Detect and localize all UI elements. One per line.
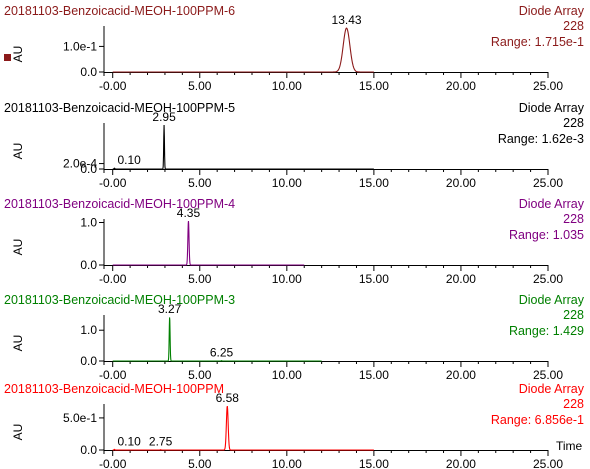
detector-label: Diode Array [519,382,585,396]
x-tick-label: 20.00 [446,176,476,190]
range-label: Range: 1.035 [509,228,584,242]
wavelength-label: 228 [563,116,584,130]
y-tick-label: 0.0 [80,258,97,272]
y-axis-label: AU [11,239,25,256]
x-tick-label: 5.00 [188,368,212,382]
x-tick-label: 10.00 [272,79,302,93]
x-tick-label: 25.00 [533,368,563,382]
range-label: Range: 1.715e-1 [491,35,584,49]
x-tick-label: 5.00 [188,272,212,286]
chromatogram-trace [112,220,305,266]
chromatogram-trace [112,405,374,451]
peak-label: 4.35 [177,206,201,220]
x-tick-label: 10.00 [272,368,302,382]
trace-title: 20181103-Benzoicacid-MEOH-100PPM-3 [4,293,235,307]
y-tick-label: 1.0 [80,323,97,337]
x-tick-label: 5.00 [188,457,212,469]
x-tick-label: 20.00 [446,79,476,93]
y-tick-label: 1.0 [80,215,97,229]
chromatogram-trace [112,317,322,362]
peak-label: 6.58 [216,391,240,405]
y-tick-label: 2.0e-4 [63,157,97,171]
peak-label: 0.10 [117,153,141,167]
x-tick-label: 15.00 [359,457,389,469]
x-tick-label: 15.00 [359,272,389,286]
x-tick-label: 10.00 [272,457,302,469]
wavelength-label: 228 [563,397,584,411]
trace-title: 20181103-Benzoicacid-MEOH-100PPM-6 [4,4,235,18]
y-axis-label: AU [11,46,25,63]
detector-label: Diode Array [519,293,585,307]
peak-label: 0.10 [117,434,141,448]
x-axis-label: Time [556,439,583,453]
x-tick-label: -0.00 [99,457,127,469]
x-tick-label: -0.00 [99,272,127,286]
trace-title: 20181103-Benzoicacid-MEOH-100PPM [4,382,224,396]
y-tick-label: 5.0e-1 [63,411,97,425]
y-tick-label: 0.0 [80,443,97,457]
x-tick-label: 5.00 [188,176,212,190]
trace-title: 20181103-Benzoicacid-MEOH-100PPM-5 [4,101,235,115]
x-tick-label: -0.00 [99,176,127,190]
x-tick-label: 20.00 [446,457,476,469]
y-axis-label: AU [11,424,25,441]
detector-label: Diode Array [519,197,585,211]
range-label: Range: 1.429 [509,324,584,338]
peak-label: 13.43 [332,13,362,27]
y-axis-label: AU [11,143,25,160]
y-tick-label: 1.0e-1 [63,39,97,53]
y-axis-label: AU [11,335,25,352]
detector-label: Diode Array [519,101,585,115]
x-tick-label: -0.00 [99,79,127,93]
peak-label: 3.27 [158,302,182,316]
detector-label: Diode Array [519,4,585,18]
chromatogram-trace [112,27,374,73]
x-tick-label: 10.00 [272,272,302,286]
wavelength-label: 228 [563,19,584,33]
peak-label: 2.75 [149,435,173,449]
x-tick-label: 15.00 [359,176,389,190]
x-tick-label: 20.00 [446,368,476,382]
wavelength-label: 228 [563,308,584,322]
chromatogram-trace [112,124,374,170]
range-label: Range: 1.62e-3 [498,132,584,146]
x-tick-label: 5.00 [188,79,212,93]
peak-label: 2.95 [152,110,176,124]
x-tick-label: 15.00 [359,368,389,382]
peak-label: 6.25 [210,346,234,360]
range-label: Range: 6.856e-1 [491,413,584,427]
trace-title: 20181103-Benzoicacid-MEOH-100PPM-4 [4,197,235,211]
y-tick-label: 0.0 [80,65,97,79]
y-tick-label: 0.0 [80,354,97,368]
selected-trace-marker[interactable] [4,54,11,61]
x-tick-label: 25.00 [533,457,563,469]
wavelength-label: 228 [563,212,584,226]
x-tick-label: 15.00 [359,79,389,93]
x-tick-label: 10.00 [272,176,302,190]
x-tick-label: 25.00 [533,176,563,190]
y-tick-label: 0.0 [80,162,97,176]
x-tick-label: 20.00 [446,272,476,286]
x-tick-label: 25.00 [533,79,563,93]
x-tick-label: 25.00 [533,272,563,286]
x-tick-label: -0.00 [99,368,127,382]
